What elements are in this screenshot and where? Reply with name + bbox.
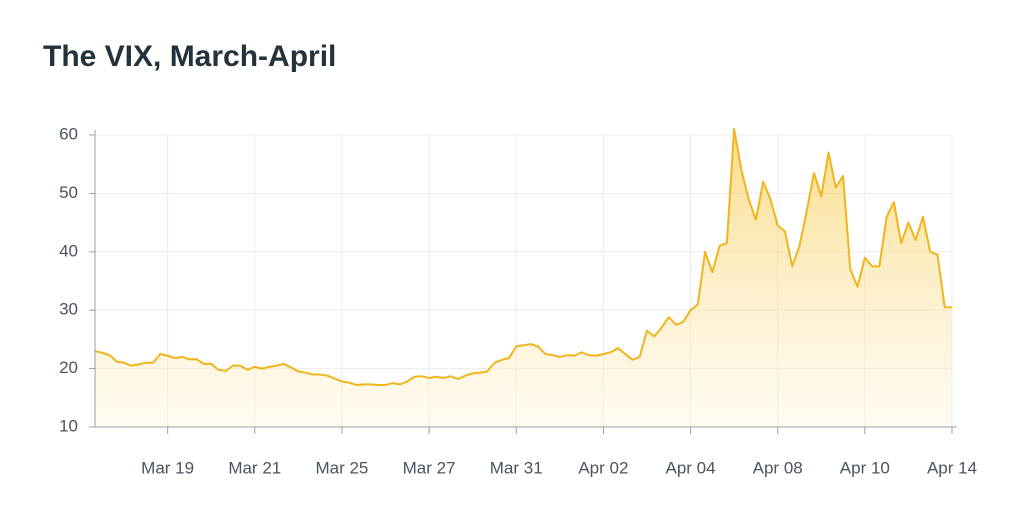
x-tick-label: Mar 21 [228,458,281,477]
x-tick-label: Mar 27 [403,458,456,477]
x-tick-label: Apr 10 [840,458,890,477]
x-tick-label: Apr 14 [927,458,977,477]
x-tick-label: Apr 04 [665,458,715,477]
x-tick-label: Apr 02 [578,458,628,477]
chart-title: The VIX, March-April [43,40,336,73]
x-tick-label: Mar 19 [141,458,194,477]
y-tick-label: 10 [59,416,78,435]
x-tick-label: Apr 08 [753,458,803,477]
line [94,128,952,386]
y-tick-label: 50 [59,183,78,202]
y-tick-label: 60 [59,124,78,143]
area [95,129,952,427]
y-tick-label: 30 [59,300,78,319]
x-tick-label: Mar 31 [490,458,543,477]
x-tick-label: Mar 25 [315,458,368,477]
y-tick-label: 40 [59,241,78,260]
y-tick-label: 20 [59,358,78,377]
